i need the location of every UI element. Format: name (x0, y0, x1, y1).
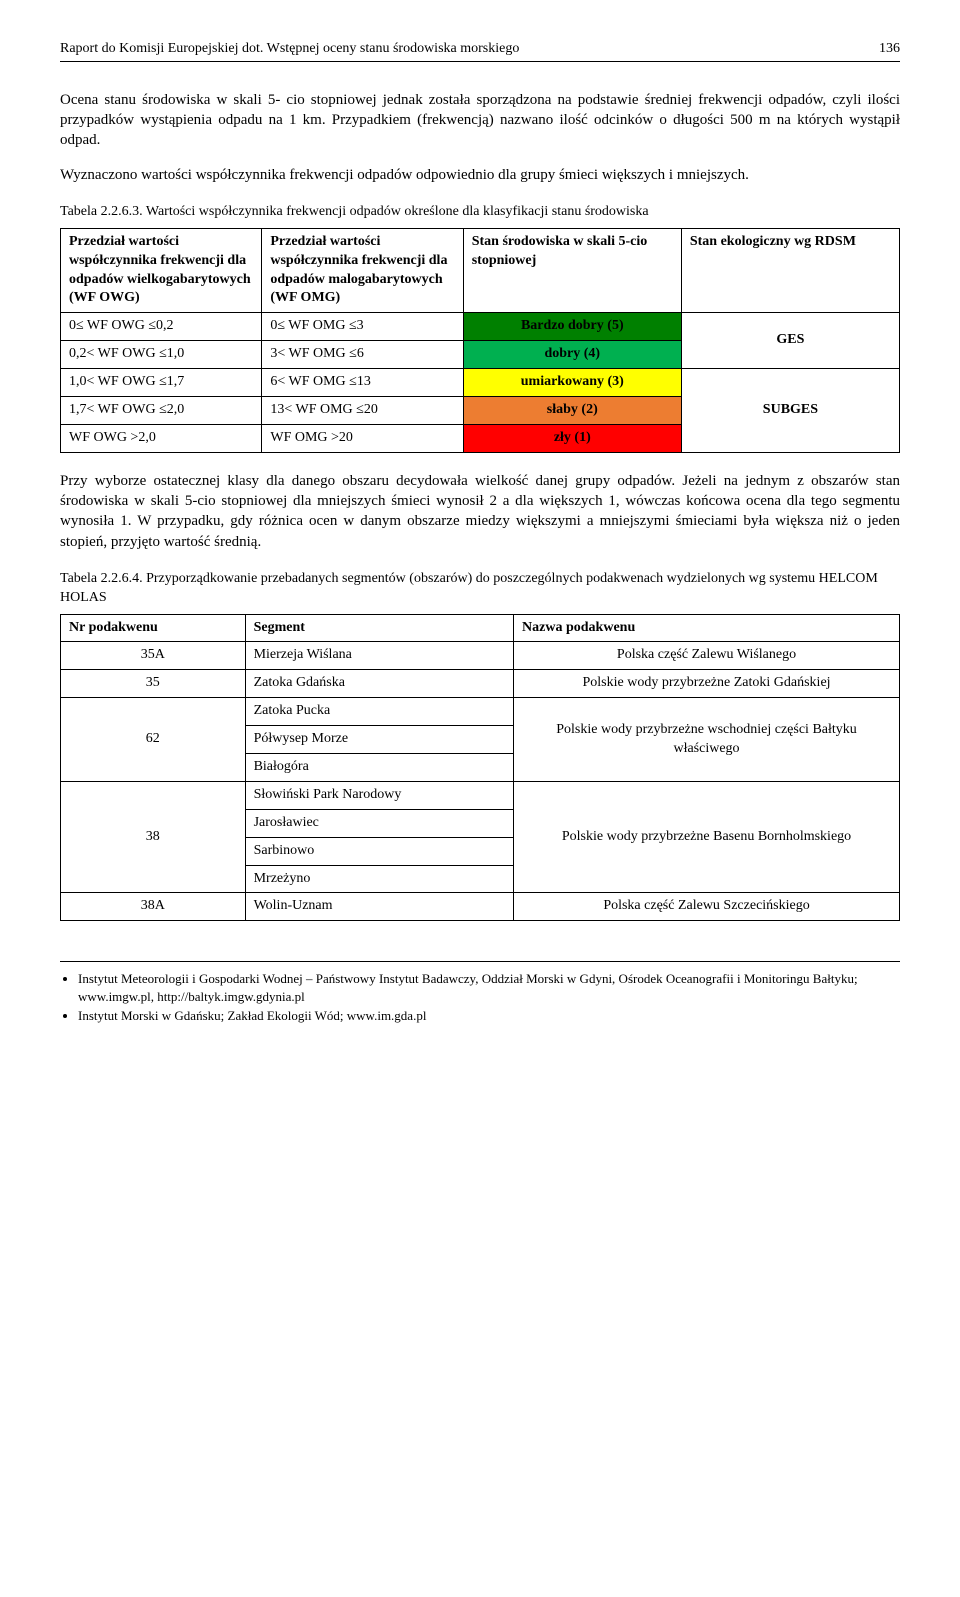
table-1-caption: Tabela 2.2.6.3. Wartości współczynnika f… (60, 203, 900, 222)
t2-row-35: 35 Zatoka Gdańska Polskie wody przybrzeż… (61, 670, 900, 698)
t2-head-c2: Segment (245, 614, 513, 642)
t1-head-c4: Stan ekologiczny wg RDSM (681, 228, 899, 313)
t1-r0-c2: 0≤ WF OMG ≤3 (262, 313, 463, 341)
t2-r2-seg0: Zatoka Pucka (245, 698, 513, 726)
t2-r3-nazwa: Polskie wody przybrzeżne Basenu Bornholm… (514, 781, 900, 893)
t2-r2-seg2: Białogóra (245, 754, 513, 782)
t1-head-c2: Przedział wartości współczynnika frekwen… (262, 228, 463, 313)
header-title: Raport do Komisji Europejskiej dot. Wstę… (60, 40, 519, 59)
t2-r3-seg2: Sarbinowo (245, 837, 513, 865)
t1-r2-c1: 1,0< WF OWG ≤1,7 (61, 369, 262, 397)
t2-r0-nazwa: Polska część Zalewu Wiślanego (514, 642, 900, 670)
table-classification: Przedział wartości współczynnika frekwen… (60, 228, 900, 453)
page-number: 136 (879, 40, 900, 59)
t2-row-62-0: 62 Zatoka Pucka Polskie wody przybrzeżne… (61, 698, 900, 726)
paragraph-3: Przy wyborze ostatecznej klasy dla daneg… (60, 471, 900, 552)
t2-r3-seg0: Słowiński Park Narodowy (245, 781, 513, 809)
t1-status-ges: GES (681, 313, 899, 369)
t1-row-2: 1,0< WF OWG ≤1,7 6< WF OMG ≤13 umiarkowa… (61, 369, 900, 397)
t1-head-c1: Przedział wartości współczynnika frekwen… (61, 228, 262, 313)
t1-row-0: 0≤ WF OWG ≤0,2 0≤ WF OMG ≤3 Bardzo dobry… (61, 313, 900, 341)
t2-r3-seg3: Mrzeżyno (245, 865, 513, 893)
t2-r4-seg0: Wolin-Uznam (245, 893, 513, 921)
t2-head-c3: Nazwa podakwenu (514, 614, 900, 642)
t2-row-38-0: 38 Słowiński Park Narodowy Polskie wody … (61, 781, 900, 809)
t2-r1-nazwa: Polskie wody przybrzeżne Zatoki Gdańskie… (514, 670, 900, 698)
t1-r3-c2: 13< WF OMG ≤20 (262, 397, 463, 425)
table-2-caption: Tabela 2.2.6.4. Przyporządkowanie przeba… (60, 570, 900, 608)
t2-row-38a: 38A Wolin-Uznam Polska część Zalewu Szcz… (61, 893, 900, 921)
t1-head-c3: Stan środowiska w skali 5-cio stopniowej (463, 228, 681, 313)
t1-r4-c2: WF OMG >20 (262, 424, 463, 452)
t2-r3-nr: 38 (61, 781, 246, 893)
t1-status-subges: SUBGES (681, 369, 899, 453)
paragraph-2: Wyznaczono wartości współczynnika frekwe… (60, 165, 900, 185)
t1-r0-c3: Bardzo dobry (5) (463, 313, 681, 341)
t2-r0-nr: 35A (61, 642, 246, 670)
t1-r1-c1: 0,2< WF OWG ≤1,0 (61, 341, 262, 369)
footer-notes: Instytut Meteorologii i Gospodarki Wodne… (60, 961, 900, 1025)
t2-r4-nazwa: Polska część Zalewu Szczecińskiego (514, 893, 900, 921)
t2-row-35a: 35A Mierzeja Wiślana Polska część Zalewu… (61, 642, 900, 670)
t2-r3-seg1: Jarosławiec (245, 809, 513, 837)
page-header: Raport do Komisji Europejskiej dot. Wstę… (60, 40, 900, 62)
t2-head-c1: Nr podakwenu (61, 614, 246, 642)
t2-r1-nr: 35 (61, 670, 246, 698)
t2-r1-seg0: Zatoka Gdańska (245, 670, 513, 698)
t1-r4-c3: zły (1) (463, 424, 681, 452)
t1-r4-c1: WF OWG >2,0 (61, 424, 262, 452)
t1-r1-c3: dobry (4) (463, 341, 681, 369)
footnote-0: Instytut Meteorologii i Gospodarki Wodne… (78, 970, 900, 1005)
t1-r2-c3: umiarkowany (3) (463, 369, 681, 397)
table-segments: Nr podakwenu Segment Nazwa podakwenu 35A… (60, 614, 900, 922)
t1-r3-c3: słaby (2) (463, 397, 681, 425)
t2-r2-seg1: Półwysep Morze (245, 726, 513, 754)
footnote-1: Instytut Morski w Gdańsku; Zakład Ekolog… (78, 1007, 900, 1025)
t2-r0-seg0: Mierzeja Wiślana (245, 642, 513, 670)
t2-r2-nazwa: Polskie wody przybrzeżne wschodniej częś… (514, 698, 900, 782)
t1-r1-c2: 3< WF OMG ≤6 (262, 341, 463, 369)
t1-r2-c2: 6< WF OMG ≤13 (262, 369, 463, 397)
paragraph-1: Ocena stanu środowiska w skali 5- cio st… (60, 90, 900, 151)
t2-r4-nr: 38A (61, 893, 246, 921)
t1-r3-c1: 1,7< WF OWG ≤2,0 (61, 397, 262, 425)
t2-r2-nr: 62 (61, 698, 246, 782)
t1-r0-c1: 0≤ WF OWG ≤0,2 (61, 313, 262, 341)
